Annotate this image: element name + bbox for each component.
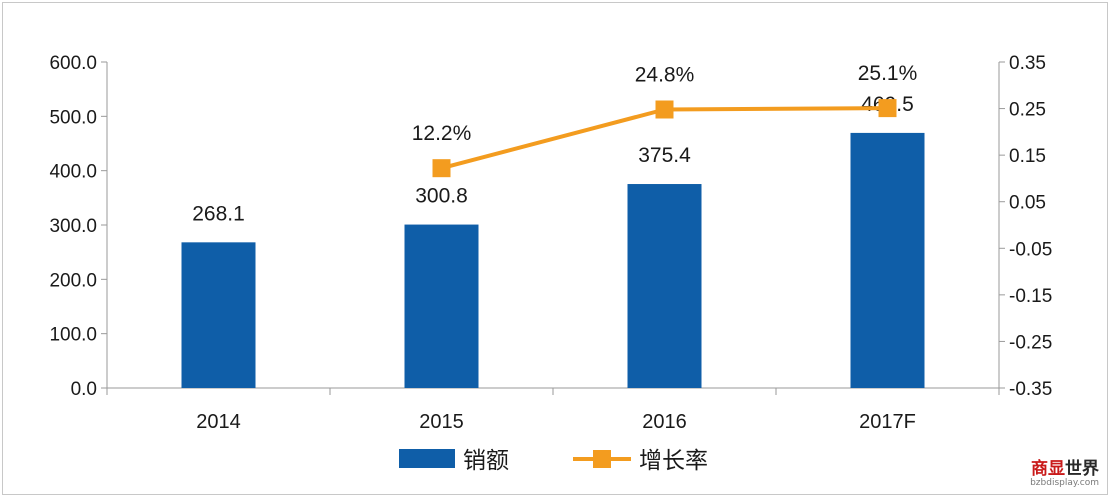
- growth-rate-data-label: 25.1%: [858, 62, 918, 85]
- legend-bar-label: 销额: [463, 447, 509, 473]
- growth-rate-data-label: 24.8%: [635, 64, 695, 87]
- growth-rate-marker: [878, 99, 897, 118]
- left-axis-tick-label: 0.0: [71, 379, 97, 400]
- right-axis-tick-label: -0.15: [1009, 286, 1052, 307]
- left-axis-tick-label: 200.0: [49, 270, 97, 291]
- growth-rate-marker: [432, 159, 451, 178]
- x-axis-tick-label: 2017F: [859, 411, 916, 433]
- right-axis-tick-label: 0.35: [1009, 53, 1046, 74]
- left-axis-tick-label: 500.0: [49, 107, 97, 128]
- right-axis-tick-label: 0.25: [1009, 100, 1046, 121]
- watermark-dark: 世界: [1065, 459, 1099, 479]
- watermark-red: 商显: [1031, 459, 1065, 479]
- right-axis-tick-label: 0.05: [1009, 193, 1046, 214]
- bar: [627, 184, 702, 388]
- bar: [850, 132, 925, 388]
- watermark-logo: 商显世界: [1030, 461, 1099, 478]
- growth-rate-data-label: 12.2%: [412, 122, 472, 145]
- combo-chart: 600.0 500.0 400.0 300.0 200.0 100.0 0.0 0.35 0.2…: [49, 53, 1052, 473]
- left-axis-tick-label: 600.0: [49, 53, 97, 74]
- right-axis-tick-label: -0.05: [1009, 239, 1052, 260]
- watermark: 商显世界 bzbdisplay.com: [1030, 461, 1099, 488]
- left-axis-tick-label: 400.0: [49, 162, 97, 183]
- legend-line-label: 增长率: [639, 447, 708, 473]
- bar-data-label: 268.1: [192, 202, 245, 225]
- x-axis-tick-label: 2015: [419, 411, 464, 433]
- bar: [181, 242, 256, 388]
- bar-data-label: 300.8: [415, 185, 468, 208]
- growth-rate-marker: [655, 100, 674, 119]
- watermark-url: bzbdisplay.com: [1030, 478, 1099, 488]
- legend-line-marker: [593, 450, 611, 468]
- bar-data-label: 375.4: [638, 144, 691, 167]
- right-axis-tick-label: 0.15: [1009, 146, 1046, 167]
- left-axis-tick-label: 300.0: [49, 216, 97, 237]
- x-axis-tick-label: 2016: [642, 411, 687, 433]
- right-axis-tick-label: -0.25: [1009, 332, 1052, 353]
- x-axis-tick-label: 2014: [196, 411, 241, 433]
- legend-bar-swatch: [399, 449, 455, 468]
- bar: [404, 224, 479, 388]
- left-axis-tick-label: 100.0: [49, 325, 97, 346]
- right-axis-tick-label: -0.35: [1009, 379, 1052, 400]
